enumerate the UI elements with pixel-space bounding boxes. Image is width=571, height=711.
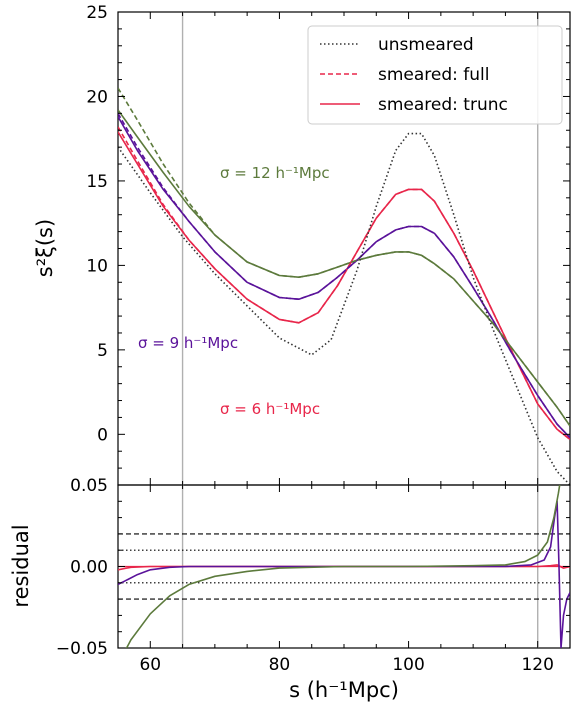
series-smeared-full-12 bbox=[118, 87, 570, 427]
annotation-sigma-6: σ = 6 h⁻¹Mpc bbox=[220, 400, 320, 418]
residual-series-9 bbox=[118, 500, 570, 648]
residual-series-group bbox=[118, 485, 570, 648]
residual-y-tick-label-1: 0.00 bbox=[70, 558, 108, 578]
y-tick-label-20: 20 bbox=[86, 87, 108, 107]
main-ylabel: s²ξ(s) bbox=[33, 219, 57, 277]
x-tick-label-100: 100 bbox=[392, 655, 424, 675]
x-tick-label-80: 80 bbox=[269, 655, 291, 675]
tick-labels: 60 80 100 120 0 5 10 15 20 25 −0.05 0.00 0.05 bbox=[56, 3, 554, 675]
legend-label-smeared-trunc: smeared: trunc bbox=[378, 95, 508, 115]
legend-label-smeared-full: smeared: full bbox=[378, 65, 490, 85]
residual-series-12 bbox=[125, 485, 561, 648]
annotation-sigma-12: σ = 12 h⁻¹Mpc bbox=[220, 164, 330, 182]
residual-y-tick-label-0: −0.05 bbox=[56, 639, 108, 659]
x-tick-label-60: 60 bbox=[139, 655, 161, 675]
y-tick-label-15: 15 bbox=[86, 172, 108, 192]
y-tick-label-10: 10 bbox=[86, 256, 108, 276]
y-tick-label-5: 5 bbox=[97, 341, 108, 361]
legend-label-unsmeared: unsmeared bbox=[378, 35, 474, 55]
legend-box bbox=[307, 25, 563, 125]
main-series-group bbox=[118, 87, 570, 485]
residual-y-tick-label-2: 0.05 bbox=[70, 476, 108, 496]
legend: unsmeared smeared: full smeared: trunc bbox=[307, 25, 563, 125]
x-tick-label-120: 120 bbox=[521, 655, 553, 675]
residual-ylabel: residual bbox=[9, 524, 33, 607]
y-tick-label-25: 25 bbox=[86, 3, 108, 23]
annotation-sigma-9: σ = 9 h⁻¹Mpc bbox=[138, 334, 238, 352]
xlabel: s (h⁻¹Mpc) bbox=[289, 678, 399, 702]
series-smeared-trunc-6 bbox=[118, 131, 570, 441]
axis-ticks bbox=[118, 11, 571, 649]
y-tick-label-0: 0 bbox=[97, 425, 108, 445]
